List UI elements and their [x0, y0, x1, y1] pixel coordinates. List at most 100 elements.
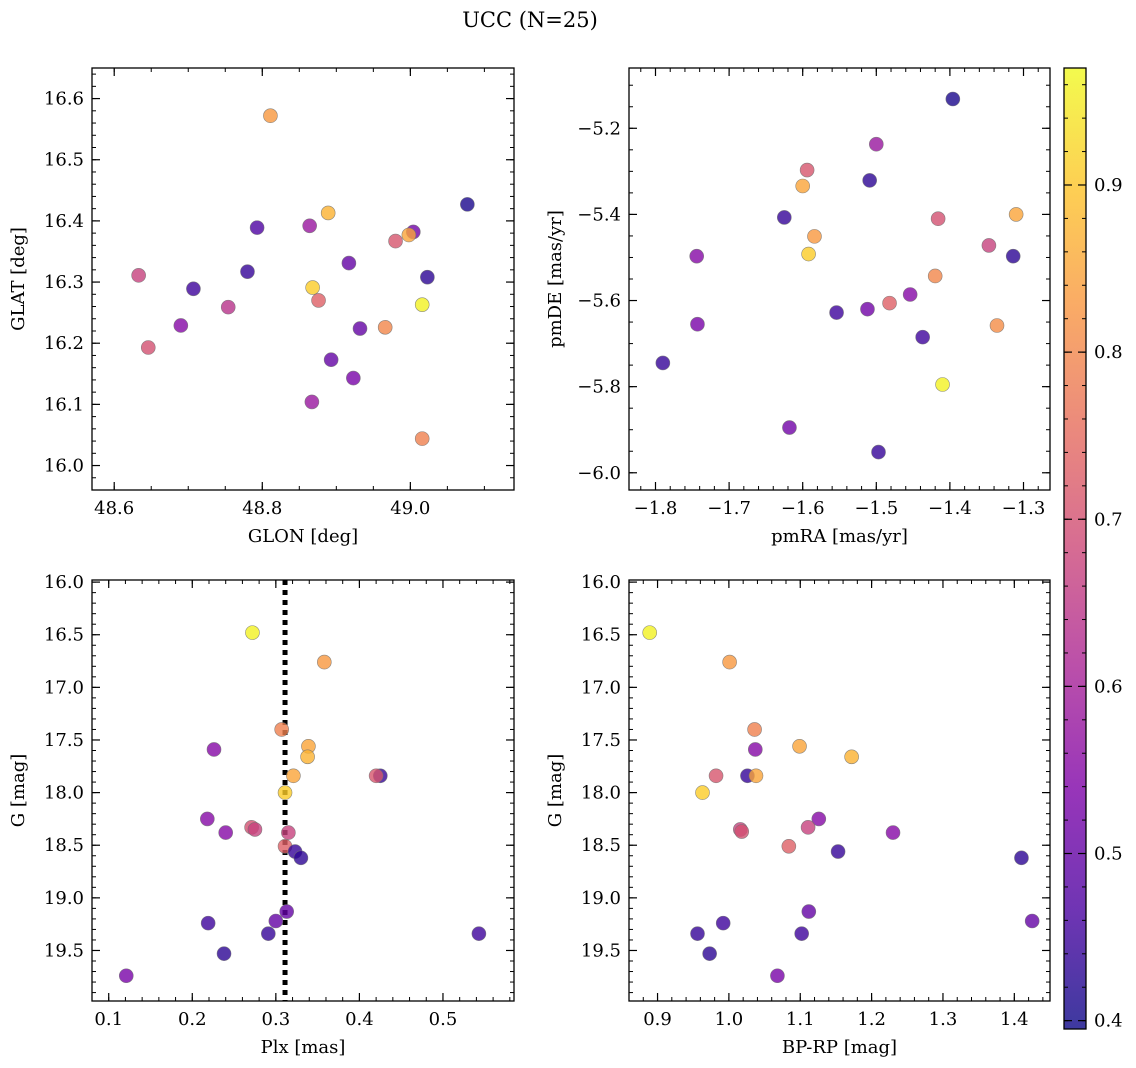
panel-bprp-g: 0.9 1.0 1.1 1.2 1.3 1.4 16.0 16.5 17.0 17.5 18.0 18…: [545, 572, 1051, 1058]
scatter-point: [800, 820, 816, 835]
x-tick-label: 49.0: [390, 498, 430, 519]
scatter-point: [323, 352, 339, 368]
scatter-point: [414, 297, 430, 312]
panel-pmra-pmde: −1.8 −1.7 −1.6 −1.5 −1.4 −1.3 −6.0 −5.8 −5.6 −5.4…: [545, 67, 1051, 547]
scatter-point: [245, 625, 260, 640]
x-tick-label: 48.8: [242, 498, 282, 519]
axes-frame: [628, 579, 1051, 1002]
scatter-point: [792, 738, 807, 754]
scatter-point: [902, 287, 918, 302]
scatter-point: [690, 316, 705, 332]
scatter-point: [799, 162, 815, 178]
y-tick-label: 17.5: [44, 730, 84, 751]
scatter-point: [1024, 913, 1040, 929]
scatter-point: [715, 915, 731, 931]
scatter-point: [1014, 850, 1029, 866]
scatter-point: [801, 246, 816, 262]
scatter-point: [915, 329, 930, 345]
y-tick-label: 19.0: [581, 888, 621, 909]
y-tick-label: 16.5: [581, 625, 621, 646]
scatter-point: [401, 227, 417, 243]
scatter-point: [747, 742, 763, 757]
colorbar-frame: [1063, 67, 1087, 1030]
scatter-point: [249, 220, 265, 235]
scatter-point: [200, 915, 216, 931]
y-tick-label: −5.2: [577, 118, 621, 139]
scatter-point: [218, 825, 234, 840]
scatter-point: [268, 913, 284, 929]
y-axis-label: G [mag]: [545, 754, 566, 827]
scatter-point: [1008, 207, 1024, 222]
y-tick-label: 19.5: [44, 940, 84, 961]
y-tick-label: 16.6: [44, 89, 84, 110]
x-tick-label: 1.0: [715, 1009, 744, 1030]
y-tick-label: 16.2: [44, 333, 84, 354]
scatter-point: [862, 173, 877, 188]
scatter-point: [368, 768, 384, 784]
scatter-point: [989, 318, 1005, 333]
scatter-point: [420, 269, 435, 285]
x-tick-label: 1.1: [786, 1009, 815, 1030]
scatter-point: [302, 218, 317, 234]
colorbar-tick-label: 0.5: [1094, 844, 1123, 865]
scatter-point: [776, 210, 792, 225]
x-tick-label: 0.4: [345, 1009, 374, 1030]
y-tick-label: 19.0: [44, 888, 84, 909]
scatter-point: [869, 136, 884, 152]
scatter-point: [377, 320, 393, 335]
scatter-point: [871, 444, 886, 460]
scatter-point: [206, 742, 222, 757]
scatter-point: [811, 811, 827, 827]
x-tick-label: −1.4: [928, 498, 972, 519]
scatter-point: [471, 926, 487, 941]
panel-glon-glat: 48.6 48.8 49.0 16.0 16.1 16.2 16.3 16.4 16.5 16.6…: [8, 67, 515, 547]
colorbar-tick-label: 0.8: [1094, 342, 1123, 363]
x-tick-label: −1.7: [707, 498, 751, 519]
y-tick-label: 17.0: [581, 677, 621, 698]
x-tick-label: 0.1: [94, 1009, 123, 1030]
scatter-point: [263, 108, 278, 124]
scatter-point: [352, 321, 368, 336]
y-tick-label: 16.5: [44, 625, 84, 646]
scatter-point: [747, 722, 762, 737]
x-axis-label: pmRA [mas/yr]: [771, 526, 908, 547]
scatter-point: [655, 355, 671, 371]
figure-title: UCC (N=25): [462, 8, 598, 32]
x-tick-label: −1.5: [854, 498, 898, 519]
y-tick-label: 18.0: [581, 783, 621, 804]
y-tick-label: −5.8: [577, 377, 621, 398]
scatter-point: [341, 255, 357, 271]
scatter-point: [642, 625, 657, 640]
x-axis-label: Plx [mas]: [261, 1037, 346, 1058]
x-tick-label: 1.2: [857, 1009, 886, 1030]
y-tick-label: −6.0: [577, 463, 621, 484]
scatter-point: [317, 654, 332, 670]
y-tick-label: −5.4: [577, 204, 621, 225]
scatter-point: [300, 749, 315, 765]
y-tick-label: 17.5: [581, 730, 621, 751]
x-tick-label: 1.4: [1000, 1009, 1029, 1030]
scatter-point: [844, 749, 859, 765]
scatter-point: [131, 268, 146, 283]
x-tick-label: 0.9: [643, 1009, 672, 1030]
x-tick-label: 1.3: [929, 1009, 958, 1030]
scatter-point: [173, 318, 189, 333]
y-tick-label: 16.1: [44, 394, 84, 415]
scatter-point: [460, 197, 475, 212]
scatter-point: [320, 205, 336, 221]
scatter-point: [930, 211, 946, 227]
scatter-point: [261, 926, 276, 941]
y-axis-label: GLAT [deg]: [8, 227, 29, 331]
scatter-point: [860, 301, 875, 317]
scatter-point: [885, 825, 901, 840]
scatter-point: [216, 946, 232, 961]
y-tick-label: 18.0: [44, 783, 84, 804]
scatter-point: [305, 280, 320, 295]
scatter-point: [829, 305, 844, 320]
scatter-point: [277, 785, 293, 800]
x-axis-label: GLON [deg]: [248, 526, 358, 547]
scatter-point: [770, 968, 785, 984]
scatter-point: [734, 824, 750, 839]
scatter-point: [247, 822, 263, 837]
scatter-point: [807, 229, 822, 244]
